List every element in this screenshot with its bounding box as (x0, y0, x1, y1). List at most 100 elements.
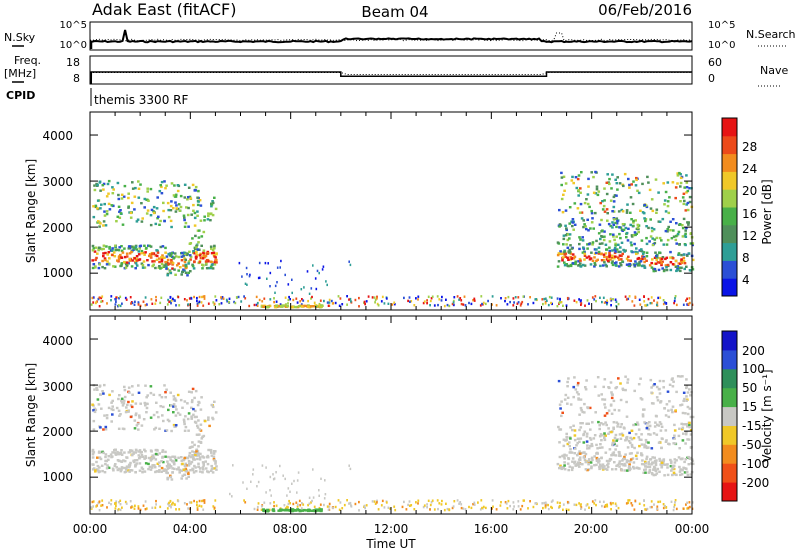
power-cell (587, 185, 590, 188)
velocity-cell (191, 467, 194, 470)
power-cell (617, 250, 620, 254)
velocity-cell (634, 454, 638, 457)
velocity-cell (111, 467, 115, 470)
power-cell (174, 210, 178, 213)
velocity-cell (181, 474, 184, 477)
velocity-cell (543, 501, 546, 505)
power-cell (599, 296, 601, 299)
velocity-cell (114, 453, 118, 456)
power-cell (601, 300, 603, 304)
velocity-cell (134, 448, 138, 452)
velocity-cell (195, 415, 198, 419)
velocity-cell (190, 415, 193, 418)
power-cell (529, 296, 531, 299)
velocity-cell (437, 507, 439, 511)
velocity-cell (685, 386, 688, 390)
velocity-cell (182, 418, 186, 421)
velocity-cell (611, 468, 614, 471)
velocity-cell (123, 459, 127, 463)
velocity-colorbar (722, 331, 737, 502)
power-cell (636, 226, 640, 229)
velocity-cell (662, 506, 665, 510)
power-cell (128, 211, 131, 214)
velocity-cell (348, 464, 350, 467)
power-cell (180, 251, 184, 255)
velocity-cell (667, 415, 671, 419)
power-cell (685, 186, 689, 189)
velocity-cell (680, 473, 684, 476)
velocity-cell (318, 489, 320, 492)
velocity-cell (171, 503, 173, 506)
velocity-cell (505, 502, 508, 505)
power-cell (124, 296, 127, 300)
power-cell (302, 299, 305, 302)
velocity-cell (104, 455, 107, 459)
nave-line (90, 72, 692, 75)
velocity-cell (144, 404, 147, 407)
power-cell (657, 296, 660, 300)
velocity-cell (177, 499, 180, 503)
power-cell (606, 173, 609, 176)
velocity-cell (649, 378, 653, 382)
velocity-cell (625, 438, 629, 441)
velocity-cell (625, 469, 629, 472)
power-cell (479, 304, 482, 307)
power-cell (341, 303, 344, 306)
velocity-cell (171, 471, 174, 474)
velocity-cell (566, 385, 569, 388)
velocity-cell (364, 506, 366, 510)
power-cell (143, 197, 147, 201)
power-cell (565, 228, 568, 232)
power-cell (101, 259, 104, 263)
power-cell (566, 233, 570, 236)
power-cell (609, 298, 612, 301)
power-cell (309, 305, 313, 308)
power-cell (202, 264, 205, 267)
power-cell (350, 300, 352, 303)
power-cell (672, 235, 676, 238)
velocity-cell (672, 380, 675, 383)
power-cell (629, 223, 632, 227)
velocity-cell (275, 471, 277, 474)
velocity-cell (604, 421, 607, 424)
power-cell (387, 302, 390, 305)
velocity-cell (191, 450, 194, 453)
velocity-cell (189, 455, 192, 459)
power-cell (183, 257, 186, 260)
velocity-cell (585, 440, 589, 443)
power-cell (193, 295, 195, 299)
power-cell (148, 254, 151, 258)
velocity-cell (177, 456, 180, 459)
velocity-cell (171, 467, 174, 470)
velocity-cell (566, 380, 569, 384)
velocity-cell (623, 455, 626, 459)
power-cell (148, 244, 151, 248)
power-cell (684, 209, 688, 212)
velocity-cell (145, 411, 148, 414)
power-cell (198, 199, 202, 202)
power-cell (600, 235, 603, 238)
velocity-cell (146, 402, 149, 406)
velocity-colorbar-segment (722, 349, 737, 370)
power-cell (616, 188, 619, 191)
power-cell (258, 276, 261, 279)
velocity-cell (565, 436, 569, 439)
power-cell (409, 300, 411, 303)
velocity-cell (111, 399, 114, 403)
velocity-cell (671, 467, 675, 470)
power-cell (637, 230, 640, 234)
velocity-cell (600, 439, 603, 442)
velocity-cell (678, 447, 681, 450)
power-cell (614, 244, 617, 247)
power-cell (203, 297, 206, 300)
velocity-cell (675, 459, 678, 462)
velocity-cell (507, 499, 510, 503)
power-cell (625, 209, 629, 212)
power-cell (203, 215, 206, 218)
power-cell (631, 300, 634, 303)
power-cell (650, 301, 653, 305)
velocity-cell (187, 412, 191, 415)
power-cell (660, 263, 663, 267)
velocity-cell (294, 509, 298, 512)
power-cell (300, 288, 303, 291)
